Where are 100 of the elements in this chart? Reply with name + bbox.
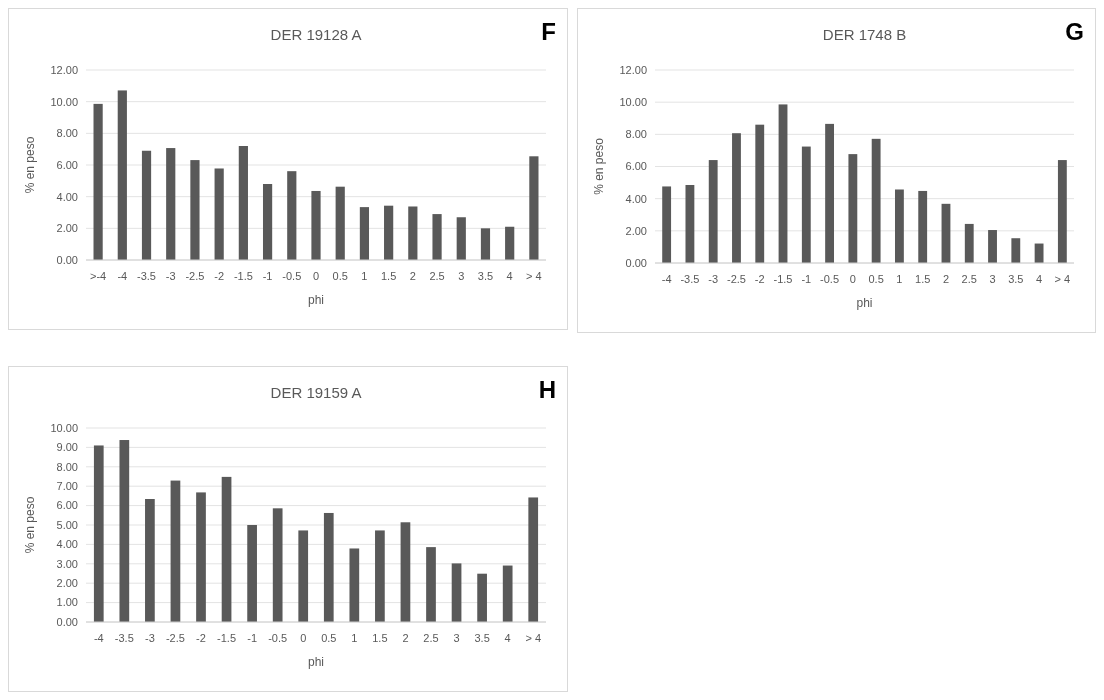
x-tick-label: 1.5 xyxy=(915,273,931,285)
x-tick-label: 0.5 xyxy=(868,273,884,285)
x-tick-label: 1.5 xyxy=(372,632,388,644)
bar xyxy=(221,476,232,622)
bar xyxy=(825,123,835,263)
bar xyxy=(323,512,334,622)
x-tick-label: 1 xyxy=(896,273,903,285)
x-tick-label: 4 xyxy=(1036,273,1043,285)
text: H xyxy=(538,376,556,403)
y-axis-title: % en peso xyxy=(23,136,37,194)
bar xyxy=(400,522,411,622)
bar xyxy=(432,214,442,260)
bar xyxy=(708,160,718,263)
y-tick-label: 10.00 xyxy=(50,95,78,108)
bar xyxy=(505,226,515,260)
bar xyxy=(141,150,152,260)
bar xyxy=(238,146,248,260)
y-tick-label: 5.00 xyxy=(56,518,78,531)
bar xyxy=(426,547,436,622)
x-tick-label: -1 xyxy=(262,270,273,282)
bar xyxy=(408,206,418,260)
bar xyxy=(145,499,155,622)
chart-title: DER 19128 A xyxy=(270,26,362,43)
bar xyxy=(477,573,487,622)
x-tick-label: 1 xyxy=(361,270,368,282)
x-tick-label: 3.5 xyxy=(474,632,490,644)
bar xyxy=(93,445,104,622)
bar xyxy=(119,440,130,622)
x-tick-label: 4 xyxy=(504,632,511,644)
bar xyxy=(988,230,997,263)
y-tick-label: 0.00 xyxy=(625,256,647,269)
x-tick-label: -2.5 xyxy=(185,270,205,282)
x-tick-label: 2.5 xyxy=(423,632,439,644)
bar xyxy=(359,207,370,260)
bar xyxy=(214,168,224,260)
bar xyxy=(456,217,466,260)
x-tick-label: -1 xyxy=(801,273,812,285)
bar xyxy=(170,480,181,622)
bar xyxy=(349,548,360,622)
x-tick-label: -3 xyxy=(165,270,176,282)
y-tick-label: 8.00 xyxy=(56,460,78,473)
x-tick-label: 0 xyxy=(300,632,307,644)
x-tick-label: -1.5 xyxy=(217,632,237,644)
x-axis-title: phi xyxy=(856,296,873,310)
y-tick-label: 1.00 xyxy=(56,596,78,609)
y-tick-label: 6.00 xyxy=(56,499,78,512)
y-axis-title: % en peso xyxy=(592,137,606,195)
y-axis-title: % en peso xyxy=(23,496,37,554)
y-tick-label: 8.00 xyxy=(625,128,647,141)
bar xyxy=(1034,243,1044,263)
y-tick-label: 0.00 xyxy=(56,615,78,628)
x-tick-label: -2.5 xyxy=(726,273,746,285)
y-tick-label: 2.00 xyxy=(56,222,78,235)
x-tick-label: -3 xyxy=(145,632,155,644)
text: G xyxy=(1065,18,1084,45)
bar xyxy=(1057,160,1067,263)
x-tick-label: -4 xyxy=(93,632,104,644)
y-tick-label: 6.00 xyxy=(625,160,647,173)
x-tick-label: 0 xyxy=(312,270,320,282)
bar xyxy=(298,530,309,622)
bar xyxy=(311,190,321,260)
x-tick-label: -3 xyxy=(708,273,719,285)
x-tick-label: 1.5 xyxy=(380,270,397,282)
x-tick-label: -2 xyxy=(196,632,206,644)
x-tick-label: -4 xyxy=(661,273,672,285)
y-tick-label: 4.00 xyxy=(625,192,647,205)
x-axis-title: phi xyxy=(307,655,325,669)
y-tick-label: 0.00 xyxy=(56,253,78,266)
bar xyxy=(335,186,345,260)
y-tick-label: 10.00 xyxy=(50,421,78,434)
y-tick-label: 3.00 xyxy=(56,557,78,570)
x-axis-title: phi xyxy=(307,293,325,307)
x-tick-label: 3 xyxy=(458,270,465,282)
bar xyxy=(166,148,176,260)
x-tick-label: -3.5 xyxy=(680,273,700,285)
x-tick-label: 3 xyxy=(989,273,996,285)
x-tick-label: 3.5 xyxy=(477,270,494,282)
bar xyxy=(196,492,206,622)
bar xyxy=(528,497,539,622)
y-tick-label: 8.00 xyxy=(56,127,78,140)
x-tick-label: 2.5 xyxy=(961,273,977,285)
x-tick-label: >-4 xyxy=(90,270,107,282)
y-tick-label: 9.00 xyxy=(56,441,78,454)
x-tick-label: > 4 xyxy=(1054,273,1071,285)
text: F xyxy=(541,18,556,45)
bar xyxy=(262,184,273,260)
bar xyxy=(93,103,103,260)
x-tick-label: 1 xyxy=(351,632,358,644)
x-tick-label: 0 xyxy=(849,273,856,285)
y-tick-label: 2.00 xyxy=(56,577,78,590)
bar xyxy=(190,160,200,260)
chart-title: DER 1748 B xyxy=(822,26,907,43)
bar xyxy=(451,563,462,622)
x-tick-label: -1 xyxy=(247,632,257,644)
bar xyxy=(662,186,672,263)
bar xyxy=(918,190,928,263)
x-tick-label: 3 xyxy=(453,632,460,644)
bar xyxy=(480,228,491,260)
bar xyxy=(502,565,513,622)
bar xyxy=(801,146,811,263)
